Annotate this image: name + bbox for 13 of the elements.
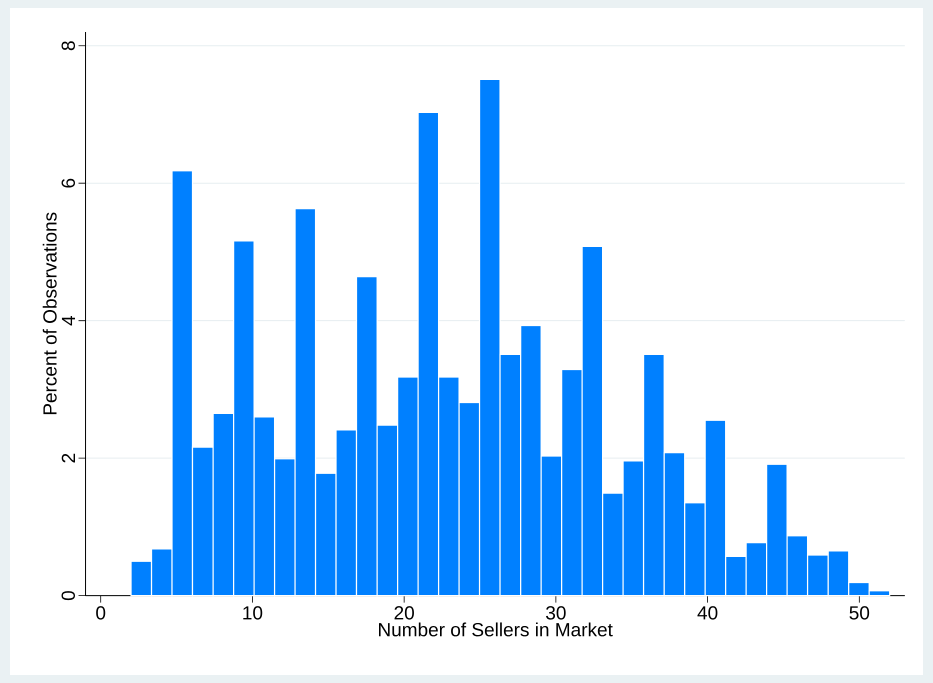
y-tick-label: 8 (62, 41, 75, 50)
x-tick-label: 20 (394, 606, 414, 620)
y-tick-label: 4 (62, 316, 75, 326)
y-tick-label: 0 (62, 591, 75, 600)
y-axis-title: Percent of Observations (42, 212, 57, 414)
y-tick-label: 2 (62, 454, 75, 462)
x-tick-label: 50 (850, 606, 870, 620)
x-tick-label: 30 (546, 606, 566, 620)
x-tick-label: 10 (243, 606, 262, 620)
x-tick-label: 0 (96, 606, 106, 620)
x-tick-label: 40 (697, 606, 718, 620)
y-tick-label: 6 (62, 178, 75, 188)
x-axis-title: Number of Sellers in Market (379, 622, 613, 636)
